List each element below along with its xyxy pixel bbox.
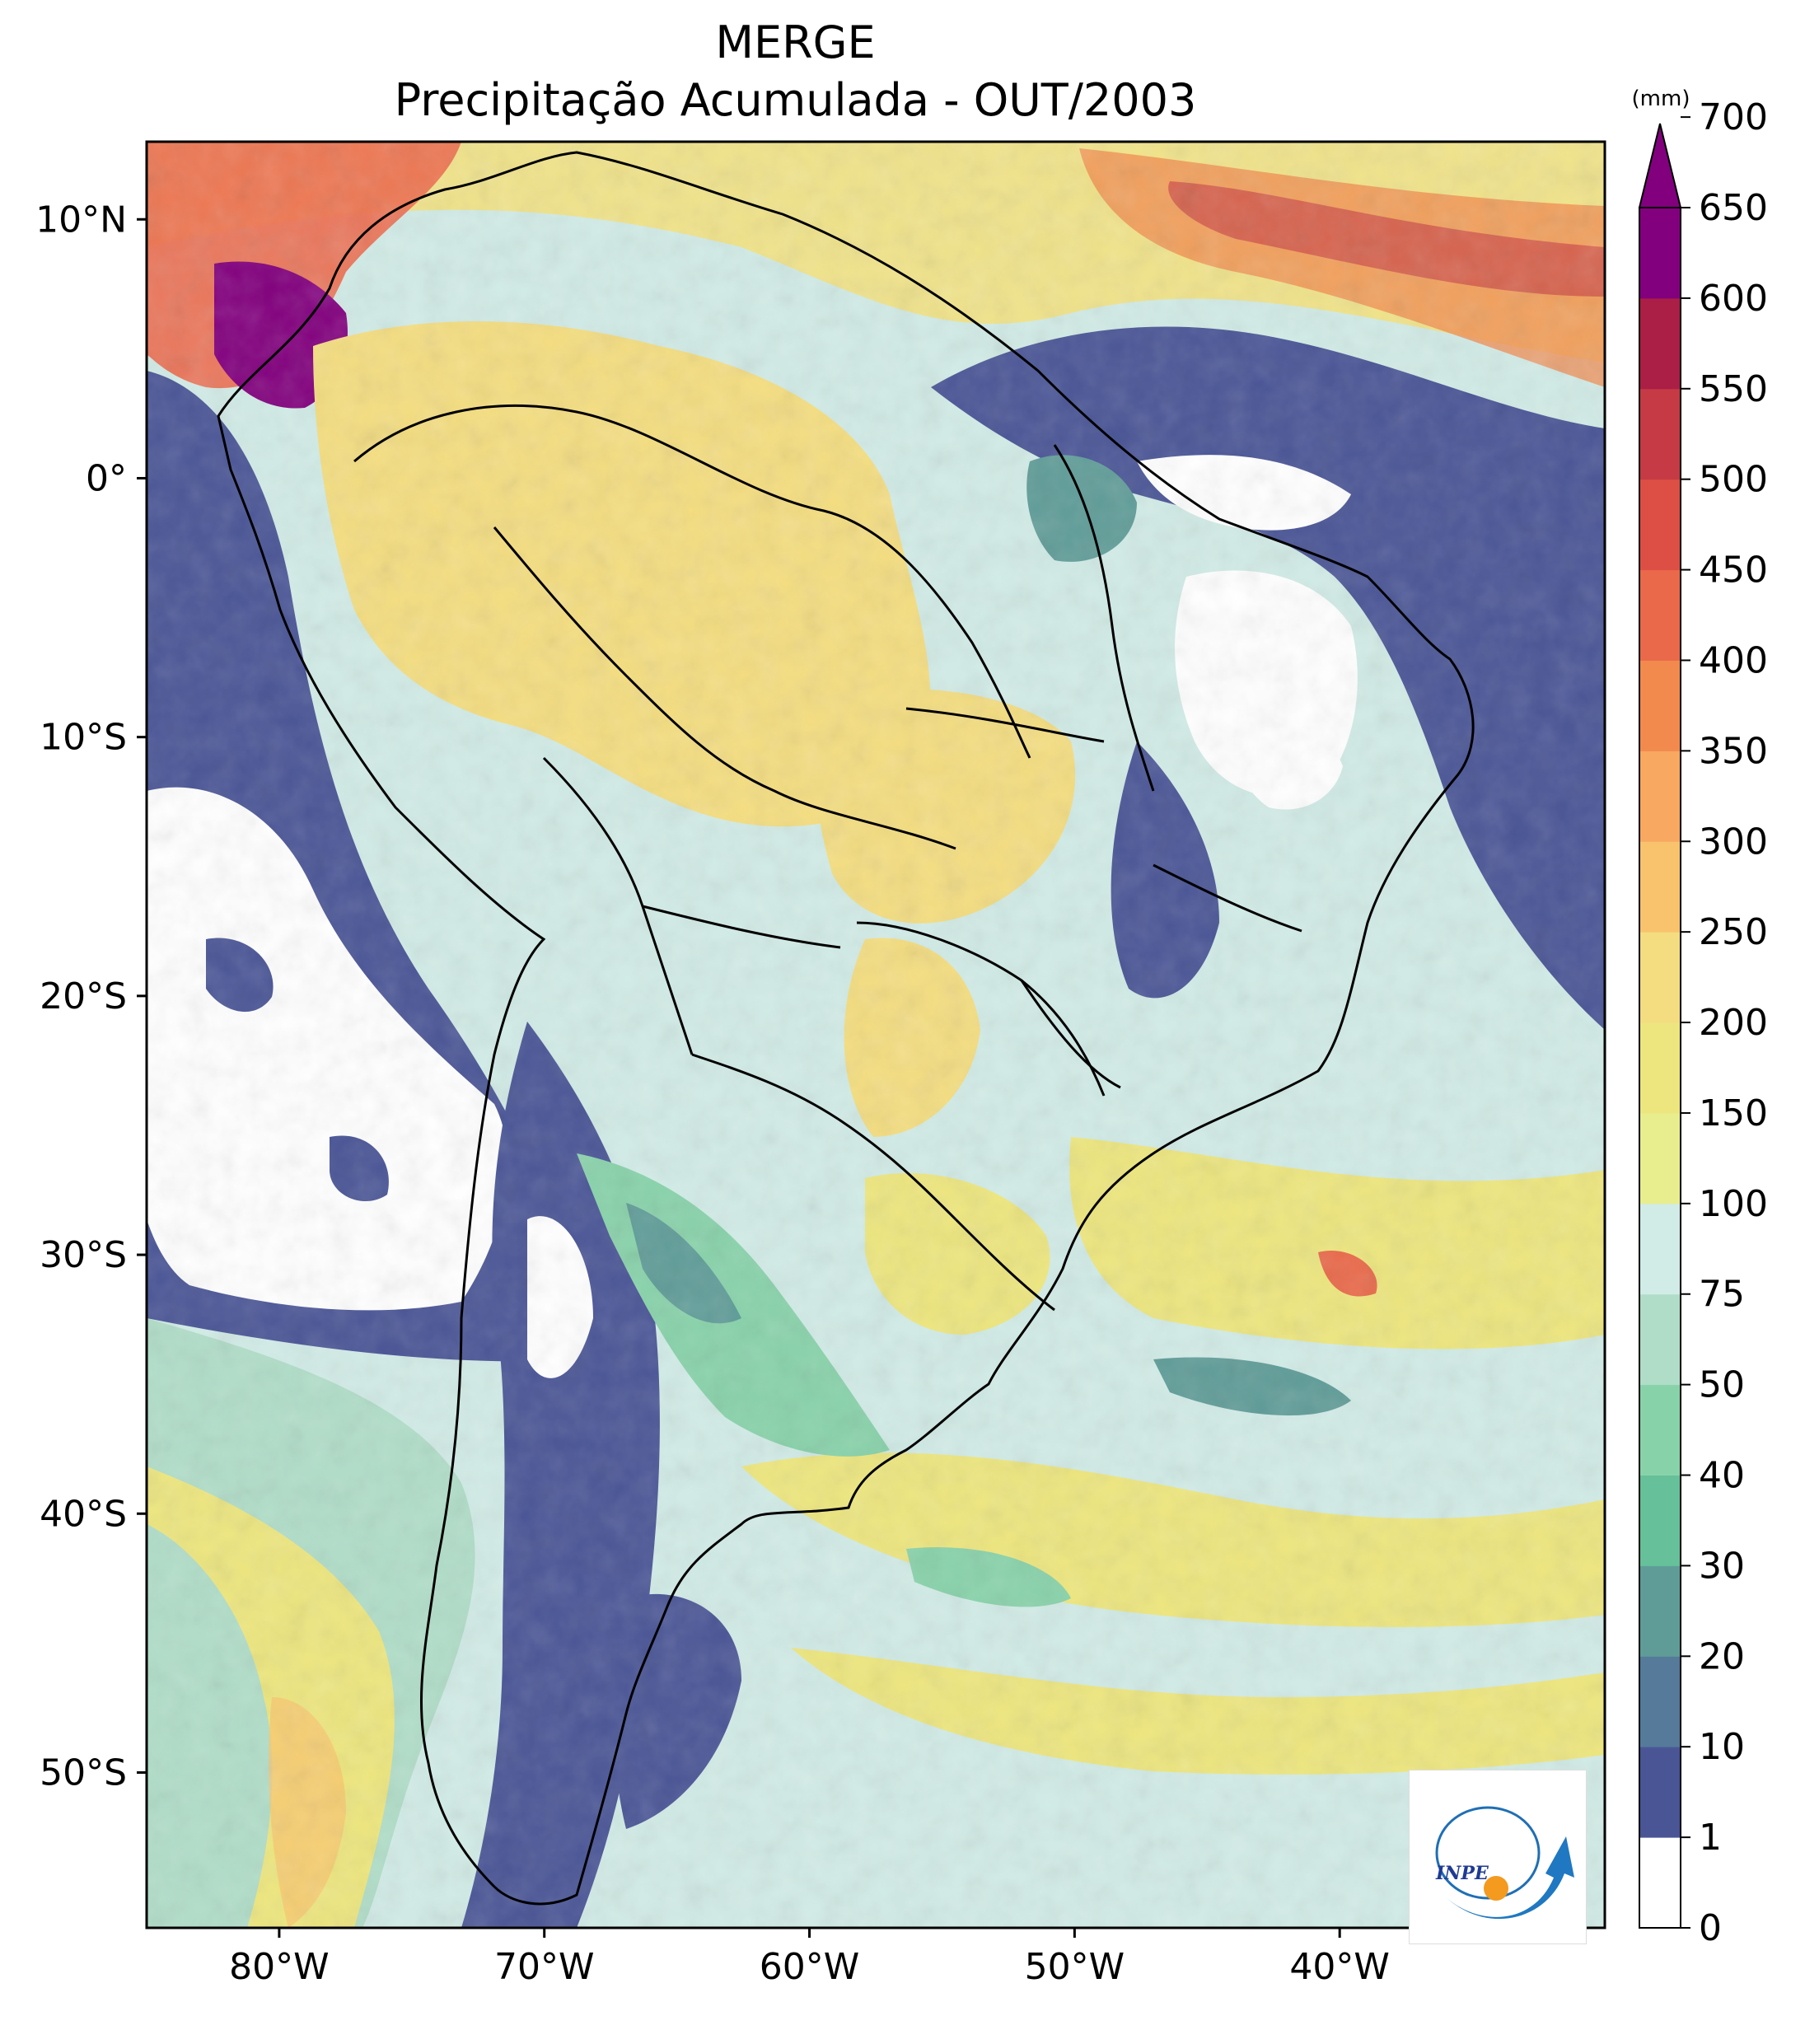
colorbar-swatch	[1639, 388, 1681, 480]
colorbar-label: 50	[1699, 1364, 1745, 1406]
colorbar-label: 400	[1699, 639, 1768, 681]
colorbar-label: 700	[1699, 96, 1768, 138]
colorbar-swatch	[1639, 297, 1681, 390]
map-title: MERGE	[715, 16, 876, 68]
colorbar-swatch	[1639, 660, 1681, 751]
colorbar-swatch	[1639, 1203, 1681, 1295]
colorbar-swatch	[1639, 1475, 1681, 1566]
colorbar-label: 600	[1699, 278, 1768, 320]
x-tick-label: 40°W	[1289, 1946, 1390, 1988]
colorbar-label: 250	[1699, 911, 1768, 953]
inpe-logo-icon	[1435, 1806, 1574, 1920]
colorbar-label: 150	[1699, 1092, 1768, 1134]
y-tick-label: 10°S	[40, 717, 127, 759]
colorbar-label: 40	[1699, 1455, 1745, 1497]
colorbar-swatch	[1639, 751, 1681, 842]
colorbar-swatch	[1639, 1837, 1681, 1929]
x-tick-label: 60°W	[760, 1946, 860, 1988]
y-tick-label: 20°S	[40, 975, 127, 1017]
colorbar-label: 200	[1699, 1002, 1768, 1044]
colorbar-swatch	[1639, 569, 1681, 661]
colorbar-label: 10	[1699, 1726, 1745, 1768]
colorbar-label: 0	[1699, 1907, 1722, 1949]
colorbar-swatch	[1639, 841, 1681, 933]
colorbar-label: 350	[1699, 730, 1768, 772]
precipitation-field	[147, 142, 1605, 1928]
inpe-logo-text: INPE	[1436, 1863, 1489, 1884]
x-tick-label: 50°W	[1025, 1946, 1125, 1988]
country-borders	[217, 151, 1475, 1906]
colorbar-swatch	[1639, 932, 1681, 1023]
x-tick-label: 70°W	[494, 1946, 595, 1988]
colorbar-swatch	[1639, 1022, 1681, 1114]
colorbar-label: 100	[1699, 1183, 1768, 1225]
map-frame	[145, 140, 1606, 1929]
x-tick-label: 80°W	[229, 1946, 330, 1988]
colorbar-unit: (mm)	[1632, 87, 1690, 111]
y-tick-label: 0°	[86, 457, 127, 499]
colorbar-swatch	[1639, 1293, 1681, 1386]
colorbar-label: 650	[1699, 187, 1768, 229]
colorbar-swatch	[1639, 479, 1681, 571]
colorbar-label: 30	[1699, 1545, 1745, 1587]
y-tick-label: 30°S	[40, 1234, 127, 1276]
x-axis-ticks: 80°W 70°W 60°W 50°W 40°W	[229, 1928, 1390, 1988]
y-tick-label: 40°S	[40, 1493, 127, 1535]
y-axis-ticks: 10°N 0° 10°S 20°S 30°S 40°S 50°S	[35, 199, 147, 1794]
colorbar-label: 20	[1699, 1635, 1745, 1677]
colorbar-swatch	[1639, 1112, 1681, 1204]
colorbar-label: 450	[1699, 550, 1768, 592]
colorbar-label: 500	[1699, 459, 1768, 501]
colorbar-swatch	[1639, 1656, 1681, 1747]
y-tick-label: 10°N	[35, 199, 127, 241]
colorbar-frame	[1639, 207, 1681, 1929]
colorbar-swatch	[1639, 1747, 1681, 1838]
inpe-logo: INPE	[1409, 1770, 1587, 1944]
map-subtitle: Precipitação Acumulada - OUT/2003	[394, 74, 1197, 126]
colorbar-swatch	[1639, 1384, 1681, 1476]
colorbar-swatch	[1639, 1565, 1681, 1657]
y-tick-label: 50°S	[40, 1752, 127, 1794]
colorbar-label: 1	[1699, 1817, 1722, 1859]
colorbar-label: 550	[1699, 368, 1768, 410]
colorbar-extend-arrow	[1638, 123, 1682, 208]
colorbar-swatch	[1639, 208, 1681, 299]
colorbar-label: 75	[1699, 1274, 1745, 1316]
colorbar-label: 300	[1699, 821, 1768, 863]
